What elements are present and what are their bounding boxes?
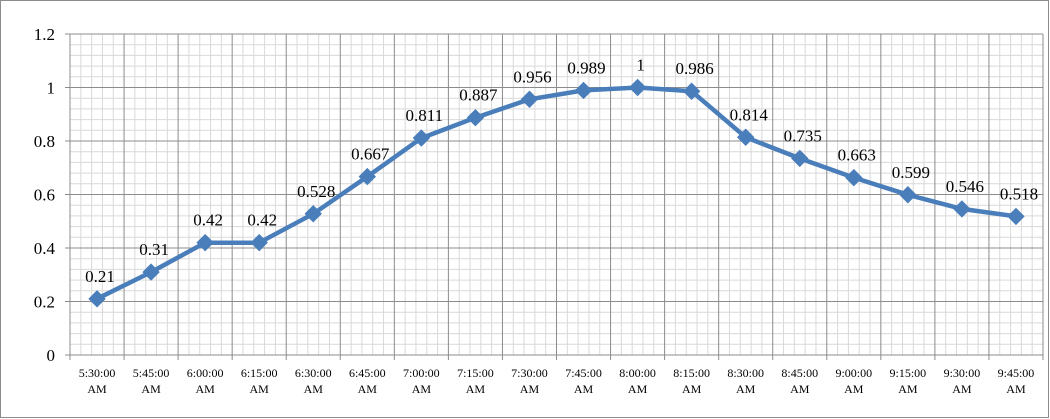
data-label: 0.735	[784, 126, 822, 145]
data-labels: 0.21 0.31 0.42 0.42 0.528 0.667 0.811 0.887 0.95…	[85, 56, 1038, 286]
data-point-marker	[736, 128, 755, 146]
data-label: 0.21	[85, 267, 115, 286]
x-tick-label: 6:15:00 AM	[241, 366, 278, 396]
data-label: 0.518	[1000, 184, 1038, 203]
x-tick-label: 6:00:00 AM	[187, 366, 224, 396]
data-label: 0.599	[892, 163, 930, 182]
data-label: 0.986	[676, 59, 714, 78]
data-point-marker	[88, 290, 106, 308]
x-tick-label: 7:45:00 AM	[565, 366, 602, 396]
x-tick-label: 8:30:00 AM	[727, 366, 764, 396]
y-tick-label: 0.8	[34, 132, 55, 151]
data-label: 0.956	[513, 67, 551, 86]
data-label: 0.546	[946, 177, 984, 196]
data-point-marker	[250, 233, 268, 252]
x-tick-label: 8:15:00 AM	[673, 366, 710, 396]
x-tick-label: 6:45:00 AM	[349, 366, 386, 396]
data-label: 0.31	[139, 240, 169, 259]
series-line	[96, 85, 1017, 301]
data-label: 0.42	[247, 211, 277, 230]
data-label: 0.814	[730, 105, 769, 124]
data-point-marker	[953, 200, 971, 218]
y-tick-label: 0.2	[34, 293, 55, 312]
x-tick-label: 9:15:00 AM	[890, 366, 927, 396]
data-point-marker	[791, 149, 809, 168]
x-tick-label: 6:30:00 AM	[295, 366, 332, 396]
y-tick-label: 1	[47, 79, 56, 98]
data-point-marker	[1007, 207, 1025, 226]
axes	[65, 33, 1044, 360]
data-point-marker	[899, 186, 917, 204]
major-gridlines	[70, 33, 1044, 355]
data-label: 0.663	[838, 146, 876, 165]
data-series	[88, 78, 1025, 308]
data-label: 1	[636, 56, 645, 75]
data-point-marker	[196, 233, 214, 252]
data-point-marker	[142, 263, 160, 281]
data-point-marker	[358, 167, 377, 186]
y-axis-tick-labels: 0 0.2 0.4 0.6 0.8 1 1.2	[34, 25, 56, 365]
x-tick-label: 9:30:00 AM	[944, 366, 981, 396]
x-tick-label: 5:45:00 AM	[133, 366, 170, 396]
data-point-marker	[412, 129, 431, 147]
x-tick-label: 7:15:00 AM	[457, 366, 494, 396]
y-tick-label: 0	[47, 346, 56, 365]
data-point-marker	[628, 78, 647, 97]
data-point-marker	[845, 168, 863, 187]
data-label: 0.667	[351, 145, 390, 164]
x-tick-label: 8:45:00 AM	[781, 366, 818, 396]
x-axis-tick-labels: 5:30:00 AM 5:45:00 AM 6:00:00 AM 6:15:00 AM 6:30…	[79, 366, 1035, 396]
data-point-marker	[466, 109, 485, 127]
data-label: 0.42	[193, 211, 223, 230]
data-point-marker	[682, 82, 701, 100]
data-label: 0.811	[406, 106, 444, 125]
x-tick-label: 7:00:00 AM	[403, 366, 440, 396]
data-label: 0.528	[297, 182, 335, 201]
y-tick-label: 0.6	[34, 186, 55, 205]
x-tick-label: 9:45:00 AM	[998, 366, 1035, 396]
data-point-marker	[304, 205, 322, 223]
data-label: 0.887	[459, 86, 498, 105]
data-point-marker	[520, 90, 539, 108]
x-tick-label: 9:00:00 AM	[835, 366, 872, 396]
x-tick-label: 7:30:00 AM	[511, 366, 548, 396]
x-tick-label: 5:30:00 AM	[79, 366, 116, 396]
y-tick-label: 1.2	[34, 25, 55, 44]
x-tick-label: 8:00:00 AM	[619, 366, 656, 396]
data-point-marker	[574, 81, 593, 100]
data-label: 0.989	[567, 58, 605, 77]
y-tick-label: 0.4	[34, 239, 56, 258]
